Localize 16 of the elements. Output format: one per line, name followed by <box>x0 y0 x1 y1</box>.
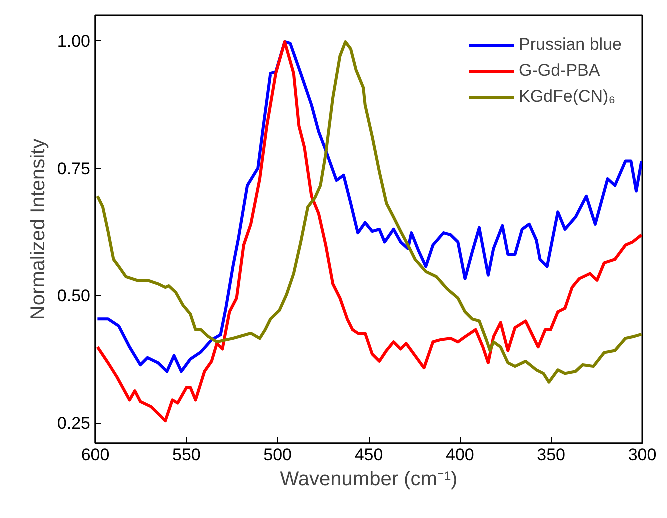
y-tick-label: 0.25 <box>57 414 91 434</box>
x-tick-label: 450 <box>354 446 384 464</box>
y-axis-title: Normalized Intensity <box>27 138 50 320</box>
x-tick-label: 300 <box>628 446 657 464</box>
legend-label: KGdFe(CN)₆ <box>518 87 616 107</box>
legend-label: Prussian blue <box>518 35 622 55</box>
y-tick-label: 0.75 <box>57 159 91 178</box>
x-tick-label: 350 <box>537 446 566 464</box>
y-tick-label: 0.50 <box>57 286 91 306</box>
legend-label: G-Gd-PBA <box>518 61 600 81</box>
x-tick-label: 550 <box>172 446 201 464</box>
x-tick-label: 400 <box>446 446 474 464</box>
x-axis-title: Wavenumber (cm⁻¹) <box>280 468 458 490</box>
x-tick-label: 500 <box>264 446 292 464</box>
y-tick-label: 1.00 <box>57 32 91 51</box>
x-tick-label: 600 <box>81 446 110 464</box>
